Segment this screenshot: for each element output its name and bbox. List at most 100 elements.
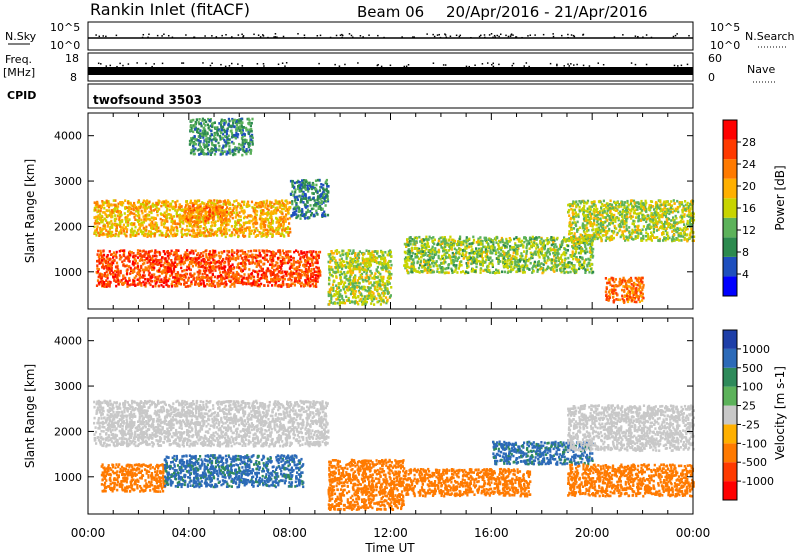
power-cell: [129, 229, 132, 232]
power-cell: [269, 263, 272, 266]
power-cell: [354, 275, 357, 279]
power-cell: [250, 229, 254, 233]
power-cell: [589, 255, 592, 258]
power-cell: [129, 223, 132, 226]
power-cell: [212, 258, 215, 262]
power-cell: [132, 208, 135, 212]
power-cell: [468, 237, 471, 241]
power-cell: [140, 221, 143, 225]
power-cell: [93, 225, 96, 229]
power-cell: [155, 250, 158, 254]
power-cell: [228, 259, 231, 263]
power-cell: [361, 257, 364, 260]
power-cell: [237, 235, 240, 239]
power-cell: [138, 259, 141, 262]
power-cell: [100, 282, 103, 285]
power-cell: [304, 260, 307, 264]
power-cell: [97, 275, 100, 279]
power-cell: [193, 220, 196, 223]
power-cell: [223, 209, 226, 212]
power-cell: [410, 262, 413, 266]
power-cell: [146, 256, 149, 260]
power-cell: [184, 232, 187, 236]
power-cell: [281, 271, 284, 274]
power-cell: [298, 268, 301, 272]
power-cell: [549, 238, 552, 241]
power-cell: [199, 208, 202, 211]
power-cell: [277, 228, 280, 232]
power-cell: [285, 213, 288, 216]
power-cell: [113, 219, 116, 222]
power-cell: [230, 253, 233, 256]
power-cell: [185, 204, 188, 207]
power-cell: [213, 275, 216, 279]
power-cell: [161, 231, 164, 235]
power-cell: [256, 229, 259, 232]
power-cell: [231, 216, 234, 220]
power-cell: [281, 249, 284, 253]
power-cell: [523, 250, 526, 253]
power-cell: [375, 269, 378, 272]
power-cell: [316, 277, 319, 280]
power-cell: [250, 261, 253, 264]
power-cell: [110, 203, 113, 207]
power-cell: [175, 211, 178, 214]
power-cell: [137, 232, 140, 236]
power-cell: [361, 275, 364, 279]
power-cell: [247, 280, 250, 283]
power-cell: [281, 212, 284, 216]
power-cell: [223, 261, 226, 265]
power-cell: [342, 287, 345, 291]
power-cell: [124, 199, 127, 202]
power-cell: [552, 236, 555, 240]
power-cell: [126, 285, 129, 288]
power-cell: [114, 273, 117, 276]
power-cell: [230, 275, 233, 279]
nave-point: [122, 64, 124, 67]
power-cell: [344, 290, 347, 294]
power-cell: [133, 204, 137, 207]
nave-point: [474, 64, 476, 66]
power-cell: [180, 256, 183, 260]
power-cell: [248, 221, 251, 225]
power-cell: [126, 281, 129, 285]
power-cell: [283, 277, 286, 281]
power-cell: [94, 231, 97, 234]
nsky-point: [634, 35, 637, 37]
power-cell: [444, 260, 447, 264]
power-cell: [163, 203, 166, 206]
power-cell: [373, 276, 376, 279]
power-cell: [231, 263, 234, 266]
power-cell: [384, 286, 387, 289]
power-cell: [103, 233, 106, 236]
power-cell: [191, 264, 194, 268]
power-cell: [210, 229, 213, 232]
power-cell: [161, 272, 164, 275]
power-cell: [141, 203, 144, 206]
power-cell: [229, 207, 232, 211]
power-cell: [268, 224, 271, 228]
power-cell: [458, 256, 461, 259]
power-cell: [525, 246, 528, 249]
power-cell: [98, 234, 101, 237]
power-cell: [103, 285, 106, 288]
power-cell: [251, 274, 254, 278]
power-cell: [304, 279, 307, 282]
power-cell: [204, 271, 207, 274]
power-cell: [139, 202, 143, 206]
power-cell: [260, 260, 263, 264]
power-cell: [218, 284, 221, 287]
power-cell: [244, 234, 247, 238]
power-cell: [278, 219, 281, 222]
power-cell: [96, 270, 100, 273]
power-cell: [202, 220, 205, 224]
power-cell: [105, 285, 108, 288]
power-cell: [166, 204, 169, 207]
power-cell: [374, 272, 377, 275]
power-cell: [232, 209, 235, 212]
power-cell: [198, 284, 201, 287]
power-cell: [115, 270, 119, 274]
power-cell: [339, 289, 342, 292]
power-cell: [289, 272, 293, 275]
nsky-point: [148, 33, 150, 36]
